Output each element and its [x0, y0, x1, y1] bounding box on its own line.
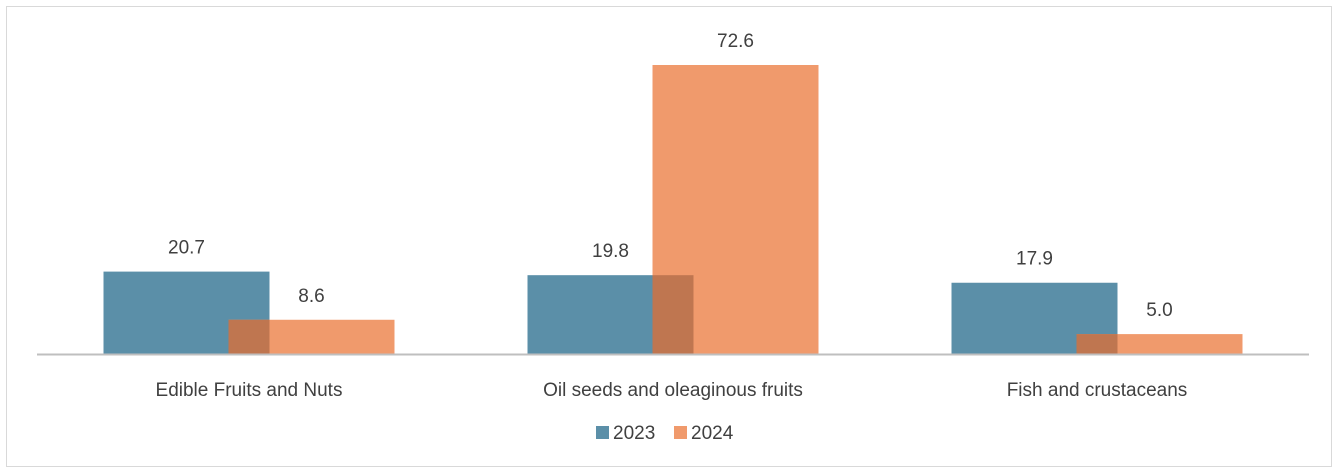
legend: 2023 2024	[596, 423, 734, 444]
category-label-1: Edible Fruits and Nuts	[156, 380, 343, 401]
category-label-2: Oil seeds and oleaginous fruits	[543, 380, 803, 401]
data-label-2024-3: 5.0	[1146, 300, 1172, 321]
legend-swatch-2024	[674, 426, 687, 439]
data-label-2023-1: 20.7	[168, 238, 205, 259]
bar-2024-3	[1076, 334, 1243, 354]
bar-overlap-3	[1076, 334, 1118, 354]
bar-chart: 20.7 8.6 19.8 72.6 17.9 5.0 Edible Fruits and…	[37, 31, 1309, 444]
bar-overlap-2	[652, 275, 694, 354]
category-labels-group: Edible Fruits and Nuts Oil seeds and olea…	[156, 380, 1188, 401]
chart-frame: 20.7 8.6 19.8 72.6 17.9 5.0 Edible Fruits and…	[6, 6, 1332, 467]
data-label-2023-2: 19.8	[592, 241, 629, 262]
data-label-2024-1: 8.6	[298, 286, 324, 307]
legend-label-2024: 2024	[691, 423, 734, 444]
category-label-3: Fish and crustaceans	[1007, 380, 1188, 401]
overlap-group	[228, 275, 1118, 354]
data-label-2023-3: 17.9	[1016, 249, 1053, 270]
legend-swatch-2023	[596, 426, 609, 439]
data-label-2024-2: 72.6	[717, 31, 754, 52]
data-labels-group: 20.7 8.6 19.8 72.6 17.9 5.0	[168, 31, 1173, 321]
bar-overlap-1	[228, 319, 270, 354]
legend-label-2023: 2023	[613, 423, 655, 444]
